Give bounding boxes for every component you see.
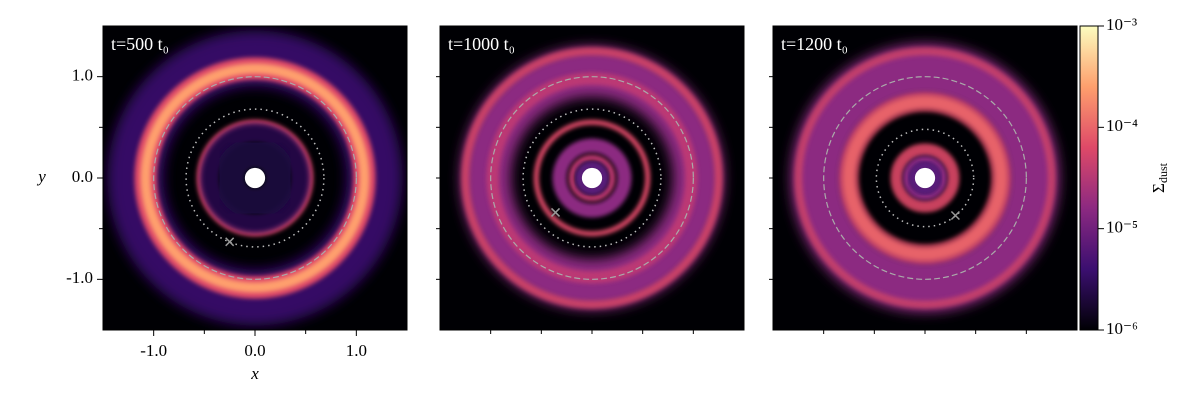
panel-title: t=500 t₀ <box>111 34 169 54</box>
colorbar-label: Σdust <box>1149 162 1170 193</box>
y-tick-label: -1.0 <box>66 268 93 287</box>
colorbar-label-subscript: dust <box>1156 162 1170 183</box>
density-ring <box>140 63 370 293</box>
colorbar <box>1079 25 1099 331</box>
density-ring <box>486 72 698 284</box>
panel-title: t=1000 t₀ <box>448 34 515 54</box>
density-ring <box>794 47 1056 309</box>
x-axis-label: x <box>250 364 259 383</box>
dashed-circle <box>823 76 1027 280</box>
colorbar-label-symbol: Σ <box>1149 183 1168 193</box>
panel-title: t=1200 t₀ <box>781 34 848 54</box>
density-ring <box>890 143 960 213</box>
density-ring <box>552 138 632 218</box>
y-axis-label: y <box>36 167 46 186</box>
inner-hole <box>244 167 266 189</box>
panel <box>103 26 407 330</box>
x-tick-label: -1.0 <box>140 341 167 360</box>
density-ring <box>907 160 943 196</box>
density-ring <box>214 137 296 219</box>
density-ring <box>199 122 311 234</box>
panel <box>773 26 1077 330</box>
density-ring <box>196 119 314 237</box>
dotted-circle <box>875 128 975 228</box>
dashed-circle <box>490 76 694 280</box>
density-ring <box>568 154 616 202</box>
density-ring <box>790 43 1060 313</box>
x-tick-label: 0.0 <box>244 341 265 360</box>
colorbar-tick-label: 10⁻³ <box>1106 15 1137 34</box>
panel <box>440 26 744 330</box>
density-ring <box>461 47 723 309</box>
planet-marker <box>950 210 960 221</box>
y-tick-label: 1.0 <box>72 66 93 85</box>
planet-marker <box>550 207 561 217</box>
planet-marker <box>225 237 235 247</box>
density-ring <box>460 46 724 310</box>
density-ring <box>574 160 610 196</box>
dotted-circle <box>185 108 325 248</box>
density-ring <box>902 155 948 201</box>
y-tick-label: 0.0 <box>72 167 93 186</box>
colorbar-tick-label: 10⁻⁵ <box>1106 218 1138 237</box>
dashed-circle <box>153 76 357 280</box>
colorbar-tick-label: 10⁻⁴ <box>1106 116 1138 135</box>
colorbar-tick-label: 10⁻⁶ <box>1106 319 1138 338</box>
x-tick-label: 1.0 <box>346 341 367 360</box>
inner-hole <box>914 167 936 189</box>
density-ring <box>533 119 651 237</box>
inner-hole <box>581 167 603 189</box>
dotted-circle <box>522 108 662 248</box>
density-ring <box>838 91 1012 265</box>
